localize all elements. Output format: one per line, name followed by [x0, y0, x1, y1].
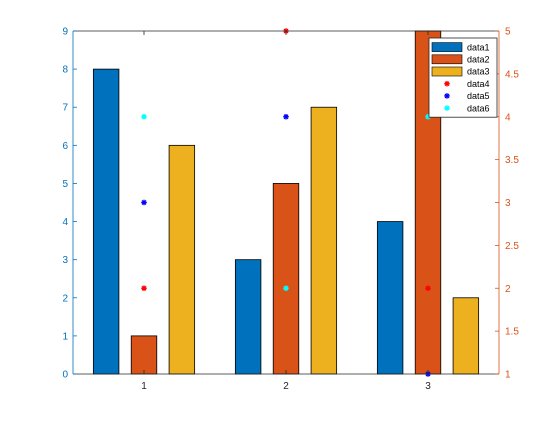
y-left-tick-label: 9 — [62, 27, 68, 38]
y-right-tick-label: 5 — [505, 27, 511, 38]
legend-label-data2: data2 — [467, 55, 490, 65]
legend-label-data6: data6 — [467, 103, 490, 113]
y-left-tick-label: 8 — [62, 65, 68, 76]
y-left-tick-label: 7 — [62, 103, 68, 114]
y-left-tick-label: 3 — [62, 255, 68, 266]
x-tick-label: 3 — [425, 381, 431, 392]
legend-swatch-data2 — [431, 54, 463, 65]
point-data6-1 — [141, 113, 147, 120]
axes-layer: 1 2 3 0 1 2 3 4 5 6 7 8 9 1 1.5 2 2.5 3 3.5 4 4.5 5 — [62, 27, 519, 393]
x-tick-label: 2 — [283, 381, 289, 392]
legend-label-data1: data1 — [467, 42, 490, 52]
legend: data1 data2 data3 data4 data5 data6 — [428, 37, 498, 118]
y-right-tick-label: 4.5 — [505, 69, 519, 80]
bar-data1-2 — [234, 259, 262, 375]
legend-marker-data6 — [444, 105, 450, 111]
y-left-tick-label: 4 — [62, 217, 68, 228]
y-left-tick-label: 0 — [62, 370, 68, 381]
y-right-tick-label: 2.5 — [505, 241, 519, 252]
y-left-tick-label: 5 — [62, 179, 68, 190]
y-right-tick-label: 1 — [505, 370, 511, 381]
point-data5-2 — [283, 113, 289, 120]
bar-data1-1 — [92, 68, 120, 375]
point-data5-1 — [141, 199, 147, 206]
x-tick-label: 1 — [141, 381, 147, 392]
bar-data3-1 — [168, 144, 196, 375]
y-right-tick-label: 2 — [505, 284, 511, 295]
point-data6-2 — [283, 285, 289, 292]
legend-swatch-data3 — [431, 66, 463, 77]
bar-data3-2 — [310, 106, 338, 375]
bar-data2-1 — [130, 335, 158, 375]
y-left-tick-label: 6 — [62, 141, 68, 152]
legend-marker-data5 — [444, 93, 450, 99]
y-right-tick-label: 3 — [505, 198, 511, 209]
legend-marker-data4 — [444, 80, 450, 87]
y-right-tick-label: 4 — [505, 112, 511, 123]
y-right-tick-label: 3.5 — [505, 155, 519, 166]
legend-swatch-data1 — [431, 42, 463, 52]
legend-label-data3: data3 — [467, 67, 490, 77]
bars-layer — [73, 30, 499, 375]
bar-data3-3 — [452, 297, 480, 375]
y-left-tick-label: 2 — [62, 293, 68, 304]
point-data4-3 — [425, 285, 431, 292]
y-left-tick-label: 1 — [62, 331, 68, 342]
legend-label-data4: data4 — [467, 79, 490, 89]
bar-data2-2 — [272, 183, 300, 375]
y-right-tick-label: 1.5 — [505, 327, 519, 338]
point-data4-1 — [141, 285, 147, 292]
legend-label-data5: data5 — [467, 91, 490, 101]
bar-data1-3 — [376, 221, 404, 375]
